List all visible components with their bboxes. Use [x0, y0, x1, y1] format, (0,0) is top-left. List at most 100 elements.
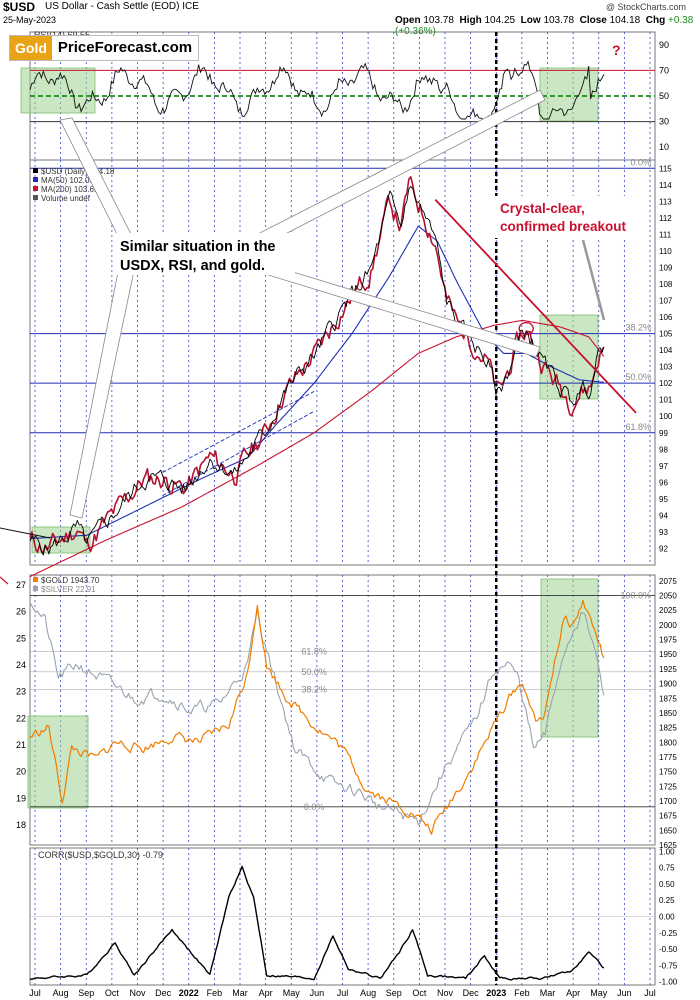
usd-y-tick: 99	[659, 429, 668, 438]
usd-y-tick: 98	[659, 445, 668, 454]
usd-channel-upper	[162, 391, 315, 473]
corr-line	[29, 865, 605, 981]
usd-y-tick: 101	[659, 396, 673, 405]
gold-fib-label: 38.2%	[301, 684, 327, 694]
usd-y-tick: 97	[659, 462, 668, 471]
highlight-gold-left	[27, 715, 89, 809]
low-value: 103.78	[543, 15, 575, 26]
gold-y-tick: 1900	[659, 680, 677, 689]
low-label: Low	[520, 15, 541, 26]
usd-y-tick: 112	[659, 214, 672, 223]
gold-fib-label: 0.0%	[304, 802, 325, 812]
gold-y-tick: 1725	[659, 782, 677, 791]
gold-line	[29, 599, 605, 835]
breakout-text-line1: Crystal-clear,	[500, 201, 585, 216]
gold-left-red-stub	[0, 576, 9, 585]
gold-y-tick: 1750	[659, 768, 677, 777]
gold-y-tick: 1800	[659, 738, 677, 747]
silver-legend-text: $SILVER 22.91	[41, 585, 96, 594]
usd-left-trend	[0, 527, 51, 539]
gold-y-tick: 1950	[659, 650, 677, 659]
usd-legend-swatch	[33, 186, 38, 191]
silver-y-tick: 23	[16, 687, 26, 697]
usd-fib-label: 0.0%	[630, 157, 651, 167]
usd-y-tick: 100	[659, 412, 673, 421]
x-tick-label: Dec	[463, 988, 480, 998]
corr-y-tick: 1.00	[659, 847, 675, 856]
x-tick-label: Jul	[29, 988, 41, 998]
corr-y-tick: -0.25	[659, 929, 678, 938]
x-tick-label: Oct	[105, 988, 120, 998]
highlight-rsi-left	[20, 67, 96, 114]
corr-legend: CORR($USD,$GOLD,30) -0.79	[38, 850, 163, 860]
silver-y-tick: 21	[16, 740, 26, 750]
x-tick-label: May	[283, 988, 301, 998]
silver-y-tick: 25	[16, 633, 26, 643]
gold-fib-label: 100.0%	[620, 591, 651, 601]
usd-y-tick: 107	[659, 297, 673, 306]
x-tick-label: Feb	[207, 988, 223, 998]
gold-legend-swatch	[33, 577, 38, 582]
usd-legend-text: $USD (Daily) 104.18	[41, 167, 115, 176]
x-tick-label: Jul	[337, 988, 349, 998]
usd-y-tick: 102	[659, 379, 673, 388]
question-mark: ?	[612, 42, 621, 58]
x-tick-label: May	[590, 988, 608, 998]
corr-y-tick: -0.75	[659, 961, 678, 970]
usd-ma50-line	[29, 225, 604, 540]
usd-y-tick: 110	[659, 247, 672, 256]
gold-y-tick: 1650	[659, 826, 677, 835]
gold-y-tick: 1925	[659, 665, 677, 674]
usd-legend-swatch	[33, 195, 38, 200]
silver-y-tick: 26	[16, 607, 26, 617]
usd-y-tick: 109	[659, 263, 673, 272]
x-tick-label: Jun	[310, 988, 325, 998]
usd-ma200-line	[29, 319, 605, 578]
gold-y-tick: 1850	[659, 709, 677, 718]
breakout-text-line2: confirmed breakout	[500, 219, 627, 234]
usd-y-tick: 114	[659, 181, 672, 190]
rsi-y-tick: 30	[659, 117, 669, 127]
rsi-y-tick: 90	[659, 40, 669, 50]
x-tick-label: Dec	[155, 988, 172, 998]
usd-legend-text: MA(200) 103.61	[41, 185, 99, 194]
silver-y-tick: 18	[16, 820, 26, 830]
open-label: Open	[395, 15, 421, 26]
usd-y-tick: 105	[659, 330, 673, 339]
usd-legend-swatch	[33, 168, 38, 173]
rsi-y-tick: 10	[659, 142, 669, 152]
gold-y-tick: 2000	[659, 621, 677, 630]
close-value: 104.18	[609, 15, 641, 26]
x-tick-label: Aug	[360, 988, 376, 998]
highlight-usd-right	[539, 314, 599, 400]
silver-y-tick: 22	[16, 713, 26, 723]
corr-y-tick: -0.50	[659, 945, 678, 954]
breakout-box	[495, 196, 643, 238]
usd-y-tick: 111	[659, 230, 672, 239]
usd-y-tick: 93	[659, 528, 668, 537]
usd-channel-lower	[162, 410, 315, 496]
close-label: Close	[579, 15, 607, 26]
callout-pointer-usd-right	[251, 261, 541, 358]
instrument-name: US Dollar - Cash Settle (EOD) ICE	[45, 1, 199, 12]
gold-y-tick: 2025	[659, 606, 677, 615]
x-tick-label: 2023	[486, 988, 506, 998]
gold-y-tick: 1700	[659, 797, 677, 806]
silver-y-tick: 27	[16, 580, 26, 590]
gold-y-tick: 1975	[659, 636, 677, 645]
gold-y-tick: 1625	[659, 841, 677, 850]
rsi-y-tick: 50	[659, 91, 669, 101]
usd-fib-label: 50.0%	[625, 372, 651, 382]
breakout-pointer	[581, 239, 606, 321]
x-tick-label: Feb	[514, 988, 530, 998]
gold-y-tick: 1675	[659, 812, 677, 821]
quote-date: 25-May-2023	[3, 15, 57, 25]
x-tick-label: Jun	[617, 988, 632, 998]
corr-y-tick: 0.75	[659, 864, 675, 873]
x-tick-label: Sep	[386, 988, 402, 998]
usd-fib-label: 38.2%	[625, 323, 651, 333]
gold-legend-text: $GOLD 1943.70	[41, 576, 100, 585]
rsi-line	[29, 60, 605, 121]
silver-legend-swatch	[33, 586, 38, 591]
corr-y-tick: 0.25	[659, 896, 675, 905]
